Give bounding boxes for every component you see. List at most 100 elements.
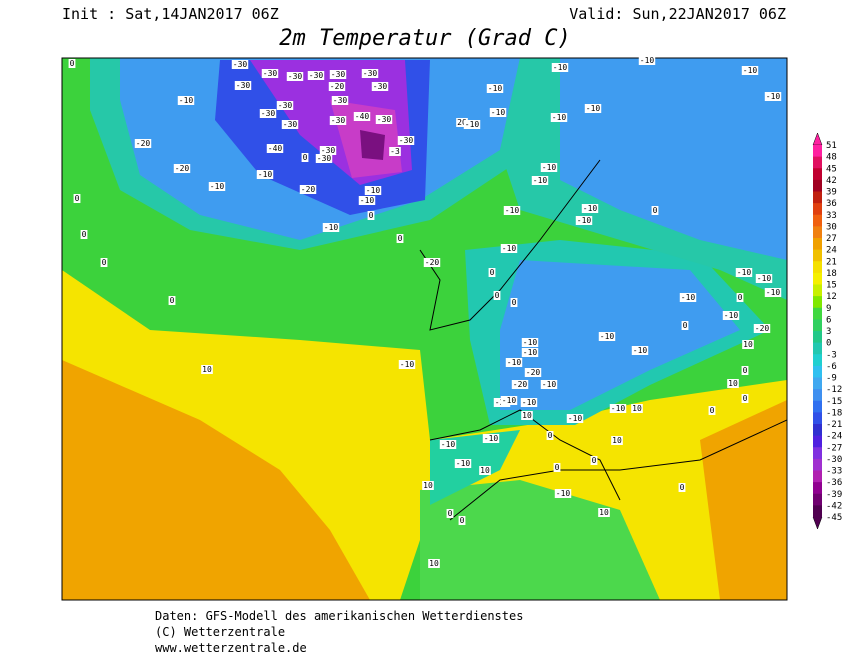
contour-label: -20 (423, 258, 441, 267)
colorbar-label: -21 (826, 420, 842, 430)
contour-label: 0 (741, 394, 749, 403)
contour-label: -10 (581, 204, 599, 213)
contour-label-box (590, 456, 598, 465)
contour-label: -10 (521, 348, 539, 357)
contour-label-text: -30 (309, 71, 324, 80)
contour-label: 0 (367, 211, 375, 220)
colorbar-band (813, 377, 822, 390)
contour-label-text: -10 (522, 398, 537, 407)
contour-label: -10 (500, 396, 518, 405)
colorbar-band (813, 389, 822, 402)
contour-label-text: -30 (363, 69, 378, 78)
contour-label-box (651, 206, 659, 215)
contour-labels: 0 -30-30 -30 -30 -30 -30-30 -20 -30-10-30-30-30… (68, 56, 782, 568)
colorbar-label: -12 (826, 385, 842, 395)
contour-label-box (551, 63, 569, 72)
contour-label-text: -10 (324, 223, 339, 232)
contour-label-box (168, 296, 176, 305)
contour-label-box (307, 71, 325, 80)
contour-label-box (553, 463, 561, 472)
contour-label-box (398, 360, 416, 369)
contour-label-text: -10 (258, 170, 273, 179)
contour-label-box (299, 185, 317, 194)
contour-label-text: -10 (737, 268, 752, 277)
contour-label: 0 (708, 406, 716, 415)
contour-label-box (489, 108, 507, 117)
contour-label-box (678, 483, 686, 492)
coastline (419, 159, 787, 521)
contour-label: -10 (575, 216, 593, 225)
contour-label: 20 (456, 118, 468, 127)
contour-label-box (319, 146, 337, 155)
contour-label: -30 (397, 136, 415, 145)
colorbar-label: -42 (826, 501, 842, 511)
contour-label-text: -10 (366, 186, 381, 195)
contour-label: -30 (259, 109, 277, 118)
contour-label-text: -10 (523, 348, 538, 357)
contour-label-text: -10 (400, 360, 415, 369)
contour-label-box (736, 293, 744, 302)
contour-label-box (609, 404, 627, 413)
contour-label-text: 10 (632, 404, 642, 413)
contour-label-box (364, 186, 382, 195)
contour-label-text: -30 (233, 60, 248, 69)
colorbar-band (813, 342, 822, 355)
contour-label: -10 (208, 182, 226, 191)
contour-label-box (259, 109, 277, 118)
colorbar-label: 45 (826, 164, 837, 174)
contour-label: -10 (489, 108, 507, 117)
contour-label-box (329, 70, 347, 79)
contour-label-box (276, 101, 294, 110)
contour-label-box (764, 92, 782, 101)
contour-label-box (208, 182, 226, 191)
colorbar-label: 42 (826, 176, 837, 186)
contour-label: -30 (319, 146, 337, 155)
contour-label-box (546, 431, 554, 440)
contour-label-box (301, 153, 309, 162)
contour-label-text: -10 (542, 380, 557, 389)
contour-label-box (479, 466, 491, 475)
map-field (62, 58, 787, 600)
colorbar-band (813, 156, 822, 169)
contour-label-text: 10 (743, 340, 753, 349)
map-frame (61, 57, 788, 601)
colorbar-band (813, 365, 822, 378)
contour-label-text: -30 (377, 115, 392, 124)
contour-label-text: -20 (425, 258, 440, 267)
colorbar-band (813, 319, 822, 332)
contour-label: -20 (524, 368, 542, 377)
contour-label-box (488, 268, 496, 277)
contour-label-box (500, 396, 518, 405)
colorbar-label: 3 (826, 327, 831, 337)
colorbar-band (813, 458, 822, 471)
contour-label-box (389, 147, 401, 156)
contour-label: 0 (301, 153, 309, 162)
contour-label-text: 0 (495, 291, 500, 300)
contour-label: 0 (678, 483, 686, 492)
contour-label-text: -30 (283, 120, 298, 129)
contour-label-box (371, 82, 389, 91)
contour-label-text: 0 (743, 394, 748, 403)
map-title: 2m Temperatur (Grad C) (279, 26, 570, 51)
contour-label: -10 (554, 489, 572, 498)
init-text: Init : Sat,14JAN2017 06Z (62, 5, 279, 23)
contour-label-text: -20 (301, 185, 316, 194)
contour-label-text: -10 (577, 216, 592, 225)
contour-label: -10 (551, 63, 569, 72)
contour-label: -10 (755, 274, 773, 283)
colorbar-label: 12 (826, 292, 837, 302)
contour-label-text: -20 (175, 164, 190, 173)
contour-label-box (521, 348, 539, 357)
contour-label-text: -30 (317, 154, 332, 163)
contour-label-box (755, 274, 773, 283)
colorbar: 51484542393633302724211815129630-3-6-9-1… (812, 132, 842, 530)
contour-label-box (631, 404, 643, 413)
contour-label-text: 0 (743, 366, 748, 375)
colorbar-band (813, 226, 822, 239)
contour-label-box (638, 56, 656, 65)
contour-label-text: 0 (82, 230, 87, 239)
contour-label-box (505, 358, 523, 367)
contour-label: -10 (609, 404, 627, 413)
contour-label: -10 (764, 288, 782, 297)
contour-label-box (80, 230, 88, 239)
